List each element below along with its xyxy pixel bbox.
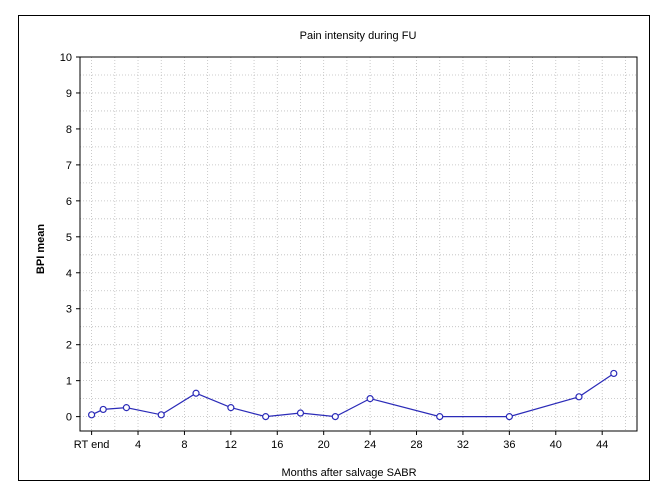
data-point [610, 369, 618, 378]
x-tick-label: 4 [135, 439, 141, 451]
data-point [296, 409, 305, 417]
data-point [122, 404, 131, 412]
y-tick-label: 3 [66, 304, 72, 316]
y-tick-label: 9 [66, 88, 72, 100]
x-tick-label: 44 [596, 439, 608, 451]
data-point [157, 411, 165, 419]
x-tick-label: 8 [181, 439, 187, 451]
x-tick-label: 32 [457, 439, 469, 451]
y-tick-label: 6 [66, 196, 72, 208]
data-point [436, 413, 444, 421]
data-point [575, 393, 583, 401]
y-tick-label: 5 [66, 232, 72, 244]
series-line [88, 369, 618, 421]
y-tick-label: 8 [66, 124, 72, 136]
y-axis-label: BPI mean [35, 224, 47, 274]
data-point [99, 405, 107, 414]
y-tick-label: 0 [66, 412, 72, 424]
x-tick-label: 28 [410, 439, 422, 451]
data-point [227, 404, 235, 412]
chart-title: Pain intensity during FU [300, 30, 417, 42]
chart-frame [18, 15, 650, 481]
x-axis-label: Months after salvage SABR [281, 467, 416, 479]
data-point [331, 413, 339, 421]
x-tick-label: 16 [271, 439, 283, 451]
y-tick-label: 4 [66, 268, 72, 280]
data-point [366, 395, 374, 403]
data-point [88, 411, 96, 419]
x-tick-label: 36 [503, 439, 515, 451]
x-tick-label: 12 [225, 439, 237, 451]
data-point [505, 413, 513, 421]
data-point [262, 413, 270, 421]
x-tick-label: RT end [74, 439, 110, 451]
y-tick-label: 2 [66, 340, 72, 352]
x-tick-label: 40 [550, 439, 562, 451]
y-tick-label: 1 [66, 376, 72, 388]
y-tick-label: 10 [60, 52, 72, 64]
x-tick-label: 20 [318, 439, 330, 451]
y-tick-label: 7 [66, 160, 72, 172]
data-point [192, 389, 200, 397]
series-path [91, 373, 615, 418]
x-tick-label: 24 [364, 439, 376, 451]
grid [80, 56, 637, 431]
plot-area-border [79, 56, 638, 432]
